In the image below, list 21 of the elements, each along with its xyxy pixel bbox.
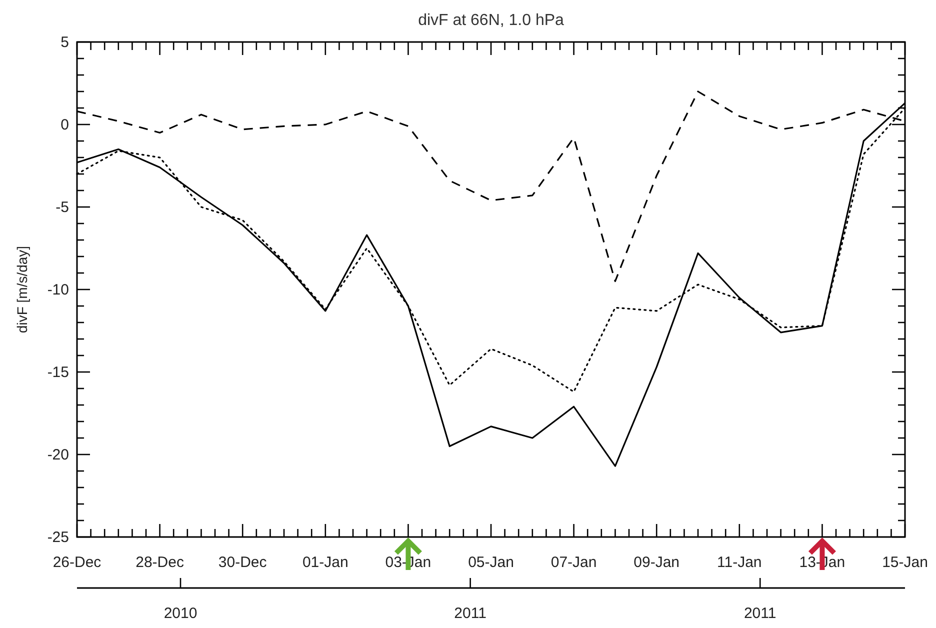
x-tick-label: 09-Jan [634, 554, 680, 571]
y-tick-label: 0 [60, 116, 69, 134]
x2-tick-label: 2011 [454, 605, 486, 622]
x-tick-label: 30-Dec [218, 554, 268, 571]
y-tick-label: -25 [47, 528, 69, 546]
x-tick-label: 11-Jan [717, 554, 762, 571]
x-tick-label: 05-Jan [468, 554, 514, 571]
x-tick-label: 15-Jan [882, 554, 928, 571]
x-tick-label: 07-Jan [550, 554, 597, 571]
y-tick-label: -15 [47, 364, 69, 381]
x2-tick-label: 2011 [744, 605, 776, 622]
chart-title: divF at 66N, 1.0 hPa [418, 12, 564, 29]
x2-tick-label: 2010 [164, 605, 198, 622]
y-tick-label: 5 [60, 34, 69, 51]
y-tick-label: -5 [56, 198, 69, 216]
y-axis-title: divF [m/s/day] [14, 246, 30, 334]
x-tick-label: 28-Dec [136, 554, 184, 571]
y-tick-label: -10 [47, 281, 69, 298]
x-tick-label: 01-Jan [302, 554, 348, 571]
x-tick-label: 26-Dec [52, 554, 102, 571]
y-tick-label: -20 [47, 446, 69, 464]
